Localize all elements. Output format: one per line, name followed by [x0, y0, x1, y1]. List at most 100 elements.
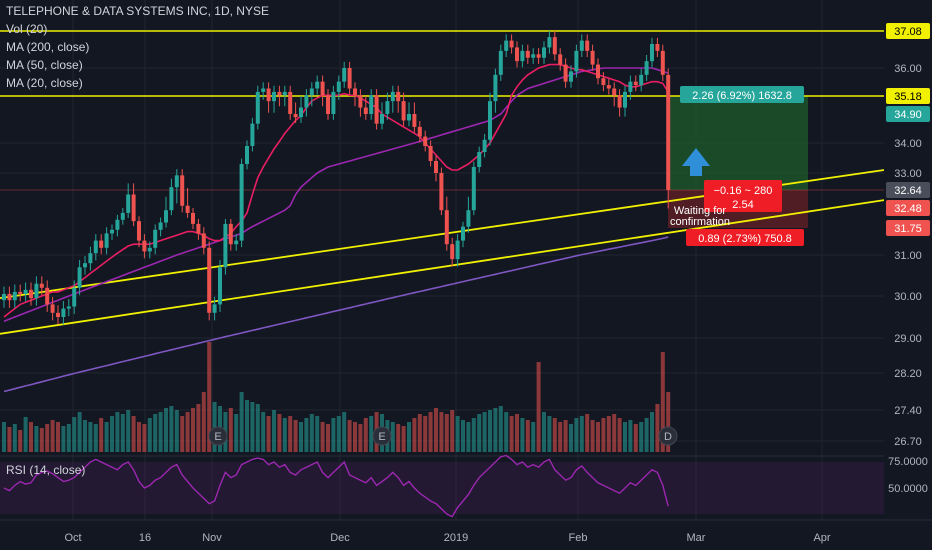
- candle-body: [563, 64, 568, 82]
- candle-body: [77, 267, 82, 288]
- volume-bar: [569, 424, 573, 452]
- candle-body: [509, 40, 514, 48]
- candle-body: [369, 95, 374, 114]
- candle-body: [261, 88, 266, 92]
- candle-body: [493, 74, 498, 102]
- candle-body: [396, 91, 401, 102]
- price-tick: 26.70: [894, 436, 922, 448]
- volume-bar: [174, 410, 179, 452]
- price-badge-label: 32.48: [894, 203, 922, 215]
- candle-body: [29, 289, 33, 299]
- volume-bar: [158, 412, 163, 452]
- rsi-pane: [0, 454, 932, 518]
- volume-bar: [477, 414, 482, 452]
- volume-bar: [461, 420, 465, 452]
- candle-body: [266, 88, 271, 102]
- price-badge: [886, 220, 930, 236]
- legend-ma20[interactable]: MA (20, close): [6, 76, 83, 90]
- price-badge-label: 34.90: [894, 109, 922, 121]
- candle-body: [61, 308, 66, 317]
- volume-bar: [72, 417, 77, 452]
- candle-body: [644, 61, 649, 75]
- volume-bar: [196, 404, 201, 452]
- candle-body: [390, 91, 395, 102]
- candle-body: [234, 240, 239, 245]
- volume-bar: [2, 422, 6, 452]
- candle-body: [660, 50, 665, 75]
- volume-bar: [261, 412, 266, 452]
- candle-body: [153, 229, 158, 248]
- volume-bar: [363, 418, 368, 452]
- candle-body: [137, 221, 141, 241]
- time-axis: Oct 16 Nov Dec 2019 Feb Mar Apr: [0, 519, 932, 544]
- volume-bar: [56, 422, 60, 452]
- legend-ma200[interactable]: MA (200, close): [6, 40, 90, 54]
- volume-bar: [336, 416, 341, 452]
- volume-bar: [326, 424, 330, 452]
- volume-bar: [120, 414, 125, 452]
- volume-bar: [277, 414, 282, 452]
- candle-body: [536, 54, 541, 58]
- volume-bar: [342, 412, 347, 452]
- price-badge: [886, 200, 930, 216]
- volume-bar: [542, 412, 546, 452]
- rsi-tick: 50.0000: [888, 483, 928, 495]
- legend-rsi[interactable]: RSI (14, close): [6, 463, 86, 477]
- volume-bar: [601, 418, 606, 452]
- legend-ma50[interactable]: MA (50, close): [6, 58, 83, 72]
- candle-body: [520, 50, 525, 62]
- volume-bar: [401, 426, 406, 452]
- candle-body: [655, 44, 660, 51]
- volume-bar: [88, 422, 93, 452]
- volume-bar: [99, 418, 104, 452]
- event-marker-label: E: [378, 431, 385, 443]
- volume-bar: [115, 412, 120, 452]
- candle-body: [385, 101, 390, 114]
- note-line2: confirmation: [670, 216, 730, 228]
- candle-body: [309, 88, 314, 96]
- time-tick: Dec: [330, 532, 350, 544]
- ma200-line: [3, 236, 669, 393]
- volume-bar: [315, 416, 320, 452]
- volume-bar: [525, 420, 530, 452]
- candle-body: [126, 194, 131, 213]
- candle-body: [417, 126, 422, 137]
- candle-body: [650, 44, 654, 62]
- candle-body: [504, 40, 509, 51]
- volume-bar: [29, 422, 33, 452]
- volume-bar: [623, 422, 627, 452]
- volume-bar: [606, 416, 611, 452]
- candle-body: [288, 91, 293, 114]
- candle-body: [579, 40, 584, 51]
- candle-body: [552, 37, 557, 55]
- price-axis-bg: [884, 0, 932, 520]
- candle-body: [617, 95, 622, 108]
- price-tick: 34.00: [894, 138, 922, 150]
- volume-bar: [185, 412, 190, 452]
- legend-volume[interactable]: Vol (20): [6, 22, 48, 36]
- price-tick: 30.00: [894, 291, 922, 303]
- candle-body: [180, 175, 185, 206]
- volume-bar: [207, 342, 212, 452]
- candle-body: [612, 88, 617, 96]
- volume-bar: [23, 417, 28, 452]
- volume-bar: [331, 418, 336, 452]
- candle-body: [628, 81, 633, 92]
- candle-body: [45, 287, 50, 305]
- volume-bar: [466, 422, 471, 452]
- candle-body: [174, 175, 179, 188]
- time-tick: 16: [139, 532, 151, 544]
- candle-body: [471, 167, 476, 211]
- candle-body: [2, 293, 6, 301]
- candle-body: [142, 240, 147, 252]
- candle-body: [482, 139, 487, 152]
- volume-bar: [18, 430, 23, 452]
- price-tick: 29.00: [894, 333, 922, 345]
- time-tick: Mar: [687, 532, 706, 544]
- time-tick: Feb: [569, 532, 588, 544]
- candle-body: [83, 263, 87, 268]
- candle-body: [201, 233, 206, 248]
- candle-body: [623, 91, 627, 108]
